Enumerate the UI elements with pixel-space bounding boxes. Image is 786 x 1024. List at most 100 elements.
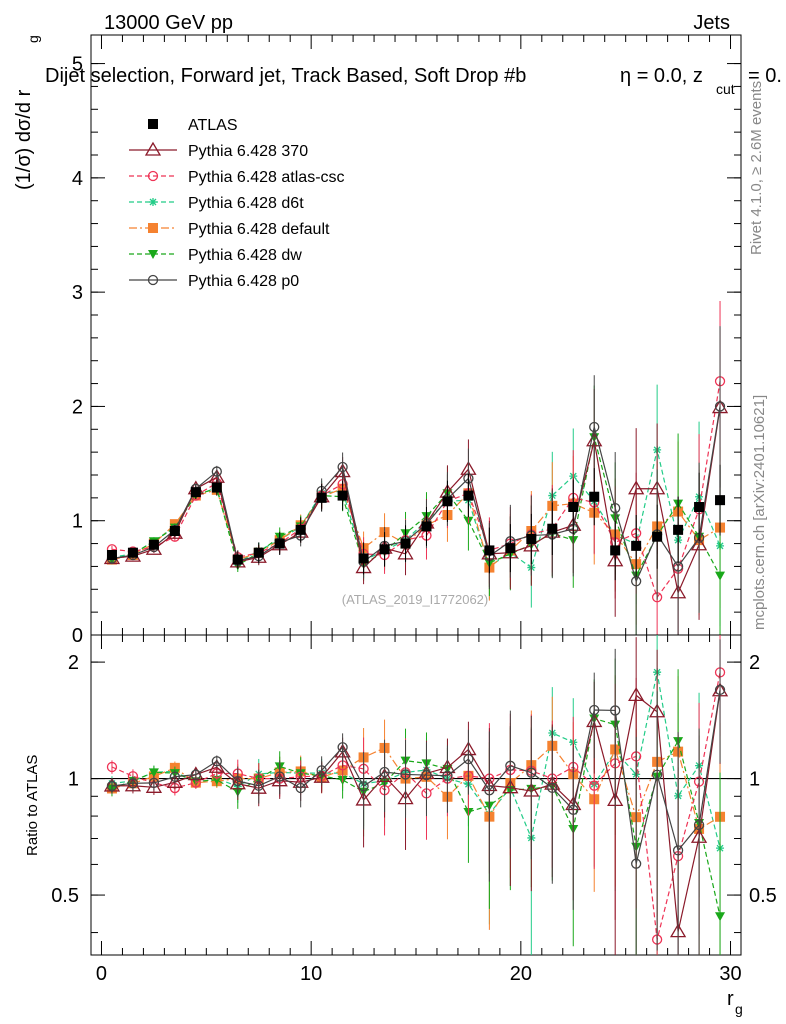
legend-entry-p370: Pythia 6.428 370 (129, 141, 308, 160)
ratio-line-atlas_csc (111, 672, 721, 940)
legend-marker (147, 274, 159, 286)
eta-symbol: η (620, 65, 637, 87)
ratio-point-atlas_csc (106, 761, 118, 773)
subtitle-main: Dijet selection, Forward jet, Track Base… (45, 65, 526, 87)
ratio-point-dw (148, 768, 159, 778)
main-y-tick-label: 0 (72, 625, 83, 647)
series-line-d6t (111, 449, 721, 569)
main-y-tick-label: 5 (72, 54, 83, 76)
ratio-point-p0 (106, 780, 118, 792)
legend-marker (149, 198, 157, 206)
ratio-line-d6t (111, 672, 721, 849)
point-atlas (631, 540, 642, 551)
ratio-point-p0 (631, 858, 642, 869)
subtitle-sub: cut (716, 81, 735, 97)
legend-entry-p0: Pythia 6.428 p0 (129, 273, 299, 290)
plot-subtitle-eta: η = 0.0, z (620, 65, 703, 87)
legend-marker (148, 223, 158, 233)
x-tick-label: 10 (300, 963, 322, 985)
subtitle-tail: = 0. (748, 65, 782, 87)
point-atlas (232, 554, 243, 565)
legend-label: Pythia 6.428 p0 (188, 273, 299, 290)
plot-subtitle: Dijet selection, Forward jet, Track Base… (45, 65, 526, 87)
ratio-series-p370 (103, 637, 729, 955)
legend-marker (148, 119, 158, 129)
point-atlas (652, 531, 663, 542)
legend-entry-d6t: Pythia 6.428 d6t (129, 195, 304, 212)
point-atlas (673, 524, 684, 535)
legend-label: Pythia 6.428 d6t (188, 195, 304, 212)
main-y-tick-label: 4 (72, 168, 83, 190)
legend-label: Pythia 6.428 370 (188, 143, 308, 160)
main-y-tick-label: 1 (72, 511, 83, 533)
subtitle-extra: = 0.0, z (637, 65, 703, 87)
ratio-y-label: Ratio to ATLAS (24, 755, 41, 856)
ratio-point-p0 (211, 756, 222, 767)
point-p0 (589, 421, 600, 433)
ratio-point-p0 (672, 845, 684, 856)
ratio-point-p0 (547, 782, 558, 794)
point-atlas (379, 544, 390, 555)
point-atlas (547, 523, 558, 534)
main-y-tick-label: 3 (72, 282, 83, 304)
legend-label: Pythia 6.428 atlas-csc (188, 169, 345, 186)
legend: ATLAS Pythia 6.428 370 Pythia 6.428 atlas-… (129, 117, 345, 290)
ratio-point-p0 (316, 765, 327, 776)
ratio-point-p0 (505, 760, 516, 771)
ratio-point-dw (211, 775, 222, 785)
ratio-point-p0 (232, 775, 243, 787)
point-p370 (628, 480, 645, 495)
point-dw (715, 571, 726, 581)
series-p0 (106, 326, 726, 635)
ratio-line-default (111, 744, 721, 830)
ratio-panel: 0 10 20 30 0.5 0.5 1 1 2 2 (51, 634, 777, 985)
legend-label: Pythia 6.428 dw (188, 247, 302, 264)
point-atlas (190, 487, 201, 498)
ratio-point-p0 (526, 767, 537, 778)
ratio-series-layer (103, 635, 729, 955)
ratio-y-tick-label-right: 0.5 (749, 885, 777, 907)
point-p0 (610, 502, 621, 514)
ratio-point-p0 (358, 781, 369, 792)
legend-entry-dw: Pythia 6.428 dw (129, 247, 302, 264)
point-p0 (714, 401, 726, 412)
ratio-axes: 0 10 20 30 0.5 0.5 1 1 2 2 (51, 635, 777, 985)
ratio-y-tick-label: 0.5 (51, 885, 79, 907)
main-axes: 0 1 2 3 4 5 (72, 35, 741, 647)
x-tick-label: 20 (510, 963, 532, 985)
jets-label: Jets (693, 12, 730, 34)
ratio-point-p0 (148, 777, 160, 789)
legend-entry-atlas: ATLAS (148, 117, 238, 134)
point-atlas (505, 543, 516, 554)
ratio-frame (90, 634, 742, 956)
point-atlas (106, 550, 117, 560)
series-atlas (106, 464, 726, 581)
point-atlas (421, 521, 432, 532)
main-y-label-text: (1/σ) dσ/d r (13, 89, 35, 190)
point-atlas (463, 490, 474, 501)
ratio-point-p0 (169, 771, 181, 782)
ratio-point-p370 (628, 687, 645, 701)
ratio-point-p0 (693, 819, 705, 831)
point-atlas (589, 491, 600, 502)
series-line-atlas_csc (111, 381, 721, 599)
ratio-point-p0 (295, 782, 306, 794)
ratio-line-p370 (111, 690, 721, 932)
ratio-point-p0 (714, 684, 726, 696)
point-atlas (358, 553, 369, 564)
ratio-point-p0 (421, 769, 432, 781)
point-atlas (568, 502, 579, 512)
point-p0 (211, 466, 222, 477)
legend-label: ATLAS (188, 117, 238, 134)
mcplots-label: mcplots.cern.ch [arXiv:2401.10621] (751, 395, 768, 630)
star-strokes (149, 198, 157, 206)
ratio-y-tick-label-right: 2 (749, 652, 760, 674)
x-tick-label: 30 (719, 963, 741, 985)
ratio-point-p370 (166, 774, 184, 788)
series-p370 (103, 327, 729, 635)
point-atlas (337, 490, 348, 501)
legend-entry-default: Pythia 6.428 default (129, 221, 330, 238)
legend-marker (147, 170, 159, 182)
ratio-series-p0 (106, 639, 726, 955)
